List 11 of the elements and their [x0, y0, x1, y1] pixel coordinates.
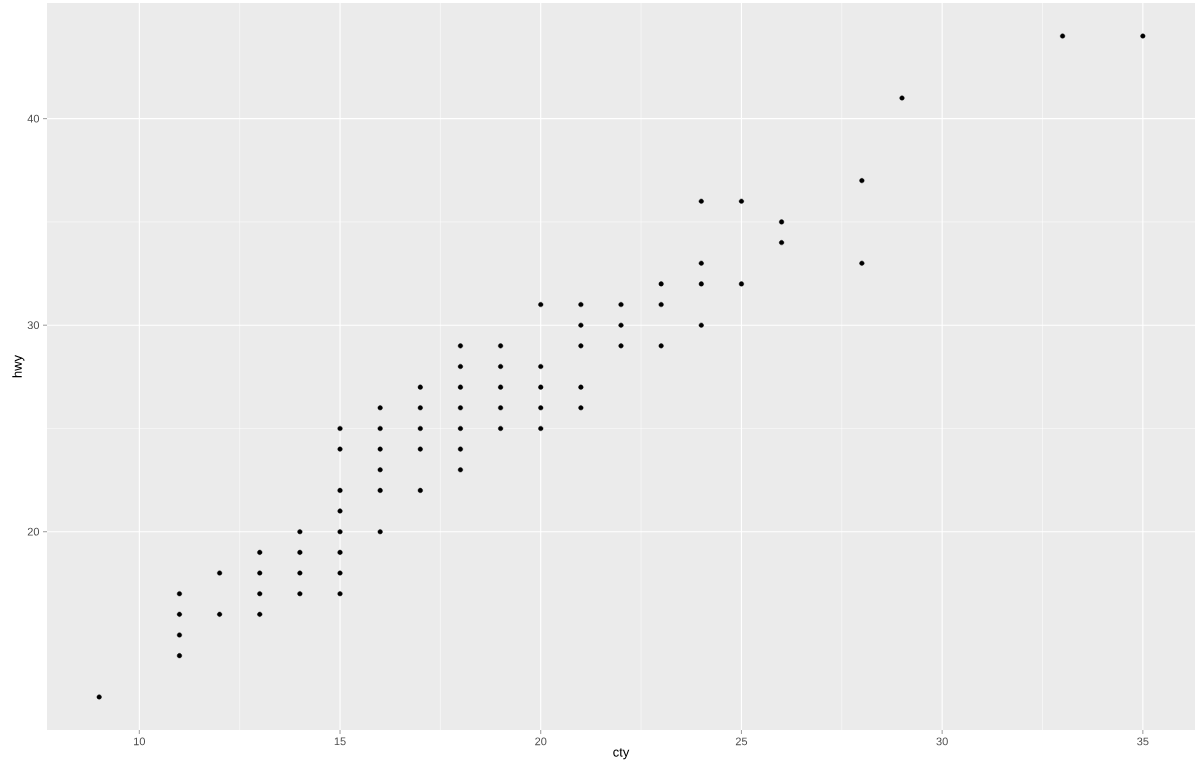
- y-tick-label: 20: [27, 527, 40, 536]
- x-tick-label: 25: [735, 737, 748, 746]
- y-tick-label: 40: [27, 114, 40, 123]
- x-axis-title: cty: [613, 748, 630, 760]
- x-tick-label: 10: [134, 737, 146, 746]
- x-tick-label: 15: [334, 737, 346, 746]
- x-tick-label: 30: [936, 737, 948, 746]
- y-tick-label: 30: [27, 321, 40, 330]
- x-tick-label: 35: [1137, 737, 1149, 746]
- x-tick-label: 20: [535, 737, 547, 746]
- y-axis-title: hwy: [12, 354, 25, 378]
